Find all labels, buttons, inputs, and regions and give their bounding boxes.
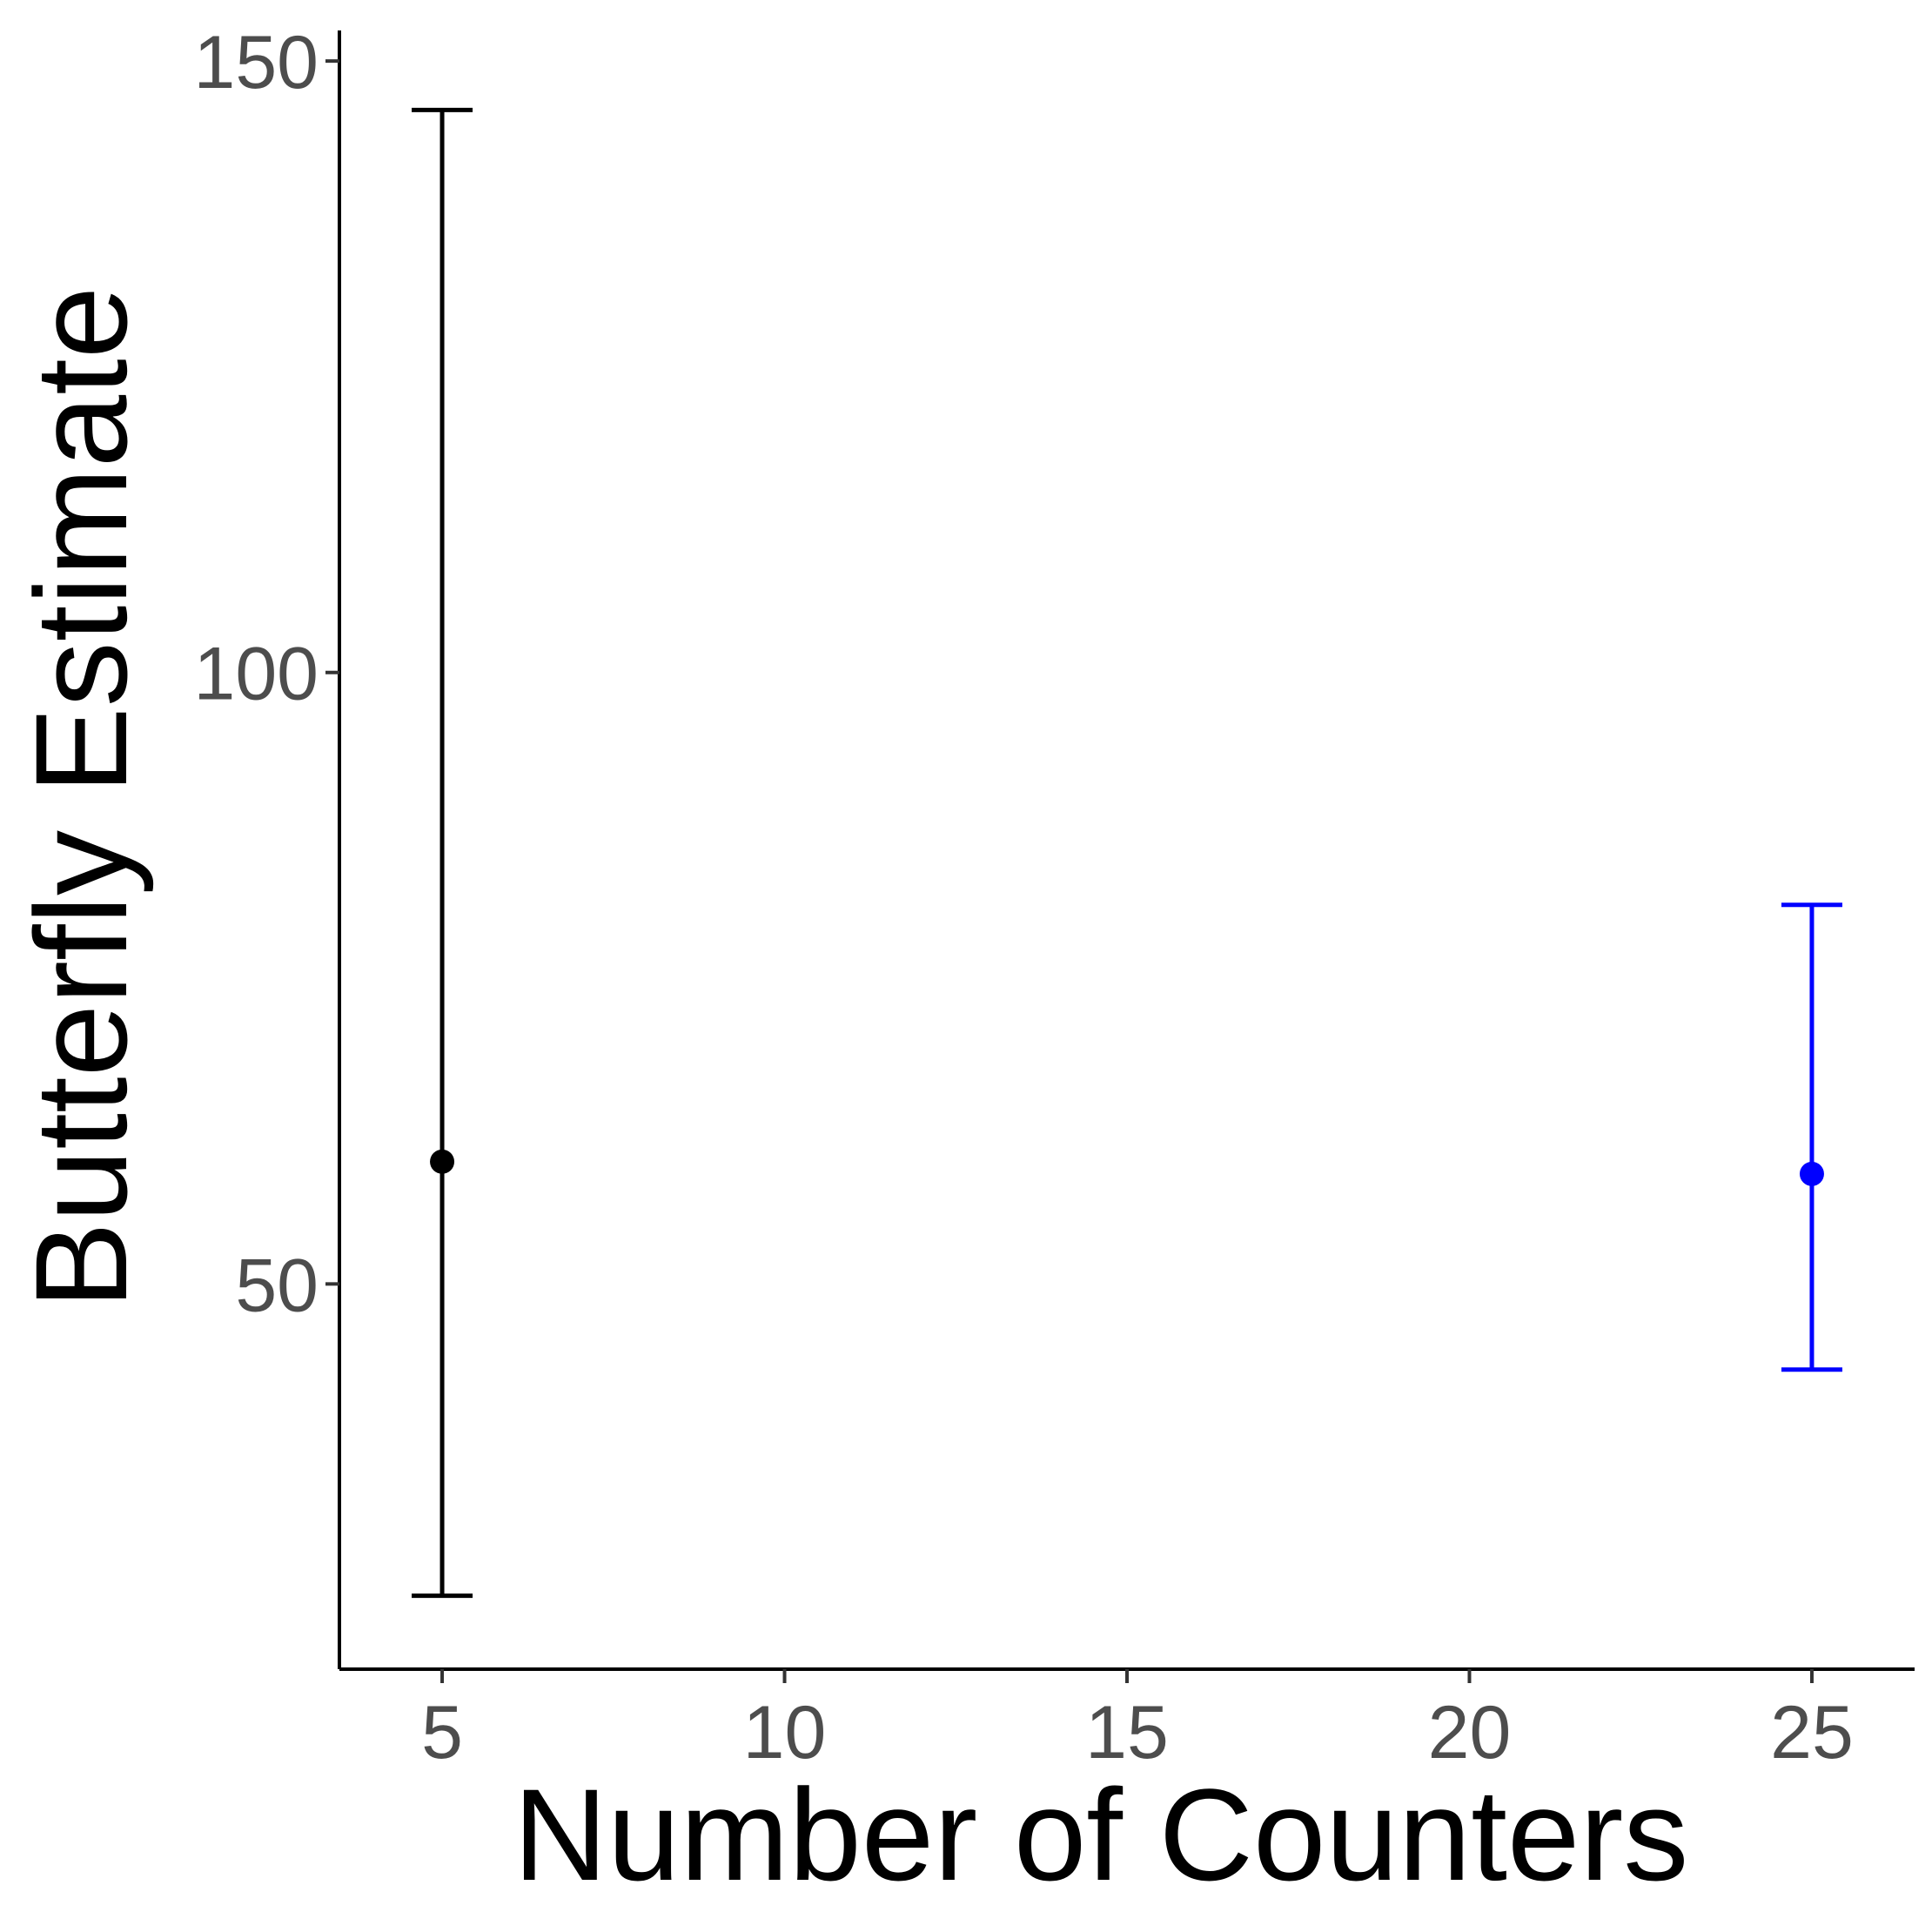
y-tick-label: 150 — [194, 21, 319, 104]
x-axis-title: Number of Counters — [513, 1761, 1689, 1908]
data-point — [1799, 1161, 1824, 1186]
data-point — [430, 1149, 455, 1174]
error-bar-layer — [412, 107, 1842, 1599]
x-tick-label: 25 — [1770, 1691, 1854, 1774]
y-axis-ticks: 50 100 150 — [194, 21, 339, 1327]
x-tick-label: 5 — [421, 1691, 463, 1774]
y-tick-label: 100 — [194, 633, 319, 716]
x-tick-label: 15 — [1085, 1691, 1169, 1774]
y-tick-label: 50 — [235, 1244, 319, 1327]
x-tick-label: 20 — [1428, 1691, 1512, 1774]
y-axis-title: Butterfly Estimate — [8, 286, 154, 1309]
x-tick-label: 10 — [743, 1691, 827, 1774]
x-axis-ticks: 5 10 15 20 25 — [421, 1669, 1854, 1774]
